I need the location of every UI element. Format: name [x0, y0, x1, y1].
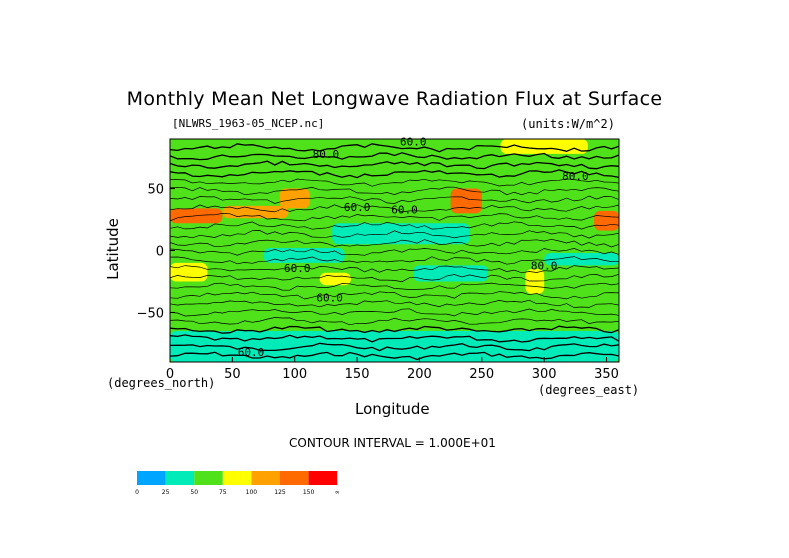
- x-tick-label: 50: [224, 367, 241, 382]
- contour-label: 60.0: [344, 201, 371, 214]
- contour-label: 80.0: [562, 170, 589, 183]
- colorbar-label: ∞: [335, 489, 340, 496]
- contour-line: [170, 221, 619, 230]
- colorbar-label: 75: [219, 489, 227, 496]
- contour-lines: [170, 143, 619, 361]
- x-tick-label: 100: [282, 367, 307, 382]
- colorbar-label: 100: [246, 489, 258, 496]
- contour-line: [170, 282, 619, 291]
- y-tick-label: 50: [147, 183, 164, 198]
- contour-line: [170, 291, 619, 300]
- x-axis: 0 50 100 150 200 250 300 350: [166, 357, 619, 382]
- contour-labels: 60.0 80.0 60.0 60.0 80.0 60.0 80.0 60.0 60.0: [238, 135, 589, 359]
- y-unit-label: (degrees_north): [107, 376, 216, 390]
- contour-line: [170, 342, 619, 352]
- file-label: [NLWRS_1963-05_NCEP.nc]: [172, 117, 325, 130]
- flux-region: [279, 188, 310, 209]
- colorbar-swatch: [308, 471, 338, 485]
- colorbar-label: 0: [135, 489, 139, 496]
- contour-line: [170, 195, 619, 204]
- colorbar-swatch: [137, 471, 166, 485]
- colorbar-label: 50: [190, 489, 198, 496]
- contour-line: [170, 238, 619, 248]
- chart-title: Monthly Mean Net Longwave Radiation Flux…: [126, 88, 663, 110]
- y-axis: 50 0 −50: [137, 183, 175, 321]
- x-tick-label: 150: [345, 367, 370, 382]
- contour-label: 80.0: [313, 148, 340, 161]
- contour-line: [170, 299, 619, 308]
- contour-line: [170, 160, 619, 170]
- contour-line: [170, 308, 619, 317]
- flux-region: [594, 210, 619, 231]
- x-tick-label: 350: [594, 367, 619, 382]
- contour-label: 60.0: [400, 135, 427, 148]
- contour-line: [170, 213, 619, 222]
- flux-region: [170, 331, 619, 362]
- flux-region: [222, 205, 289, 219]
- x-tick-label: 200: [407, 367, 432, 382]
- colorbar-label: 125: [274, 489, 286, 496]
- units-label: (units:W/m^2): [521, 117, 615, 131]
- flux-region: [544, 252, 619, 266]
- y-tick-label: 0: [156, 245, 164, 260]
- contour-label: 80.0: [531, 259, 558, 272]
- flux-region: [525, 269, 545, 294]
- colorbar-label: 25: [162, 489, 170, 496]
- y-axis-label: Latitude: [103, 218, 122, 280]
- contour-line: [170, 273, 619, 283]
- x-tick-label: 300: [532, 367, 557, 382]
- background-field: [170, 139, 619, 362]
- contour-line: [170, 204, 619, 213]
- contour-line: [170, 186, 619, 196]
- colorbar-swatch: [165, 471, 195, 485]
- contour-line: [170, 265, 619, 274]
- colorbar: 0 25 50 75 100 125 150 ∞: [135, 471, 340, 496]
- colorbar-swatch: [251, 471, 280, 485]
- x-unit-label: (degrees_east): [538, 383, 640, 397]
- flux-region: [263, 248, 345, 263]
- colorbar-swatch: [194, 471, 223, 485]
- colorbar-label: 150: [303, 489, 315, 496]
- contour-line: [170, 230, 619, 239]
- flux-region: [450, 188, 482, 214]
- contour-line: [170, 248, 619, 256]
- contour-label: 60.0: [238, 346, 265, 359]
- contour-line: [170, 317, 619, 326]
- contour-label: 60.0: [391, 204, 418, 217]
- x-axis-label: Longitude: [355, 400, 430, 418]
- colorbar-swatch: [280, 471, 309, 485]
- flux-region: [332, 223, 470, 245]
- x-tick-label: 250: [469, 367, 494, 382]
- flux-region: [500, 139, 588, 154]
- x-tick-label: 0: [166, 367, 174, 382]
- contour-label: 60.0: [316, 292, 343, 305]
- y-tick-label: −50: [137, 306, 164, 321]
- contour-line: [170, 334, 619, 343]
- contour-line: [170, 143, 619, 153]
- contour-line: [170, 325, 619, 334]
- contour-line: [170, 169, 619, 179]
- flux-region: [413, 265, 489, 282]
- contour-line: [170, 178, 619, 187]
- colorbar-swatch: [222, 471, 252, 485]
- contour-line: [170, 256, 619, 265]
- contour-label: 60.0: [284, 262, 311, 275]
- contour-interval: CONTOUR INTERVAL = 1.000E+01: [289, 436, 496, 450]
- contour-line: [170, 152, 619, 161]
